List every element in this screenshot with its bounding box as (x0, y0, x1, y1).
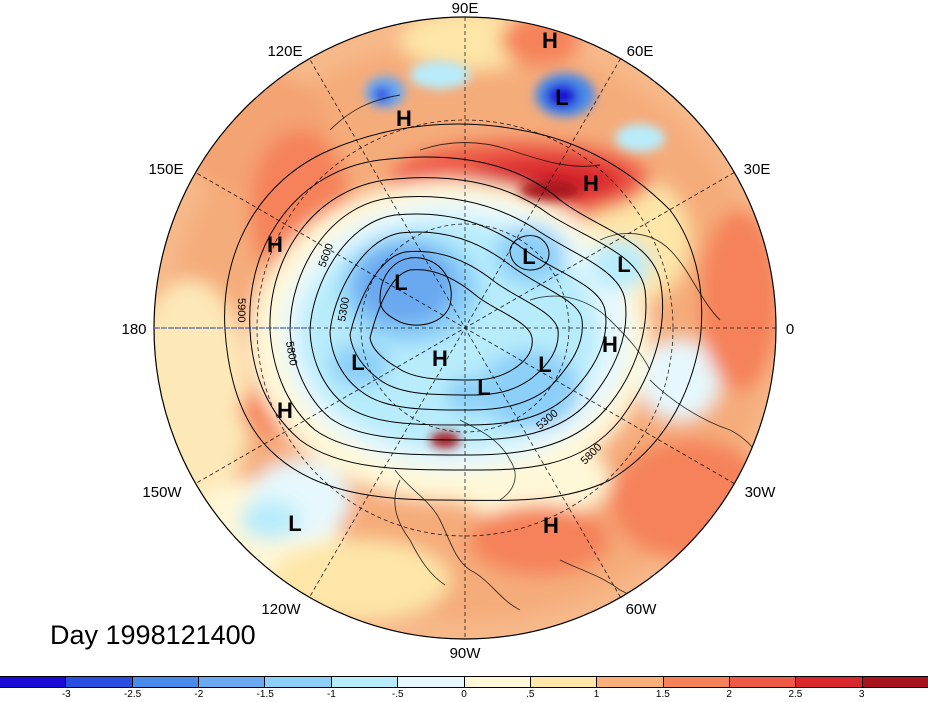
longitude-labels: 90E 60E 30E 0 30W 60W 90W 120W 150W 180 … (121, 0, 794, 662)
pressure-center-high: H (432, 346, 448, 371)
colorbar-tick-label: -3 (61, 689, 71, 700)
colorbar-segment (530, 677, 598, 687)
colorbar-tick-label: -1 (326, 689, 336, 700)
anomaly-field (154, 17, 776, 639)
pressure-center-low: L (351, 350, 364, 375)
colorbar-segment (862, 677, 928, 687)
colorbar-tick-label: 2.5 (788, 689, 803, 700)
colorbar-tick-label: -2 (194, 689, 204, 700)
colorbar-segment (464, 677, 531, 687)
colorbar-tick-labels: -3 -2.5 -2 -1.5 -1 -.5 0 .5 1 1.5 2 2.5 3 (0, 689, 928, 702)
colorbar-tick-label: 3 (858, 689, 865, 700)
pressure-center-high: H (602, 332, 618, 357)
pressure-center-high: H (542, 28, 558, 53)
colorbar-segment (597, 677, 664, 687)
colorbar-tick-label: 2 (726, 689, 732, 700)
lon-label-30w: 30W (745, 484, 777, 501)
colorbar-segment (796, 677, 863, 687)
colorbar-tick-label: -.5 (391, 689, 404, 700)
pressure-center-high: H (396, 106, 412, 131)
pressure-center-low: L (617, 252, 630, 277)
height-contours (224, 123, 703, 501)
lon-label-120e: 120E (267, 43, 302, 60)
colorbar-segment (265, 677, 332, 687)
lon-label-30e: 30E (744, 161, 771, 178)
graticule (154, 17, 776, 639)
colorbar-segment (0, 677, 67, 687)
lon-label-150w: 150W (142, 484, 182, 501)
pressure-centers: H L H H H L L L L H L H L L H H (267, 28, 631, 538)
lon-label-90w: 90W (450, 645, 482, 662)
colorbar-tick-label: 1.5 (655, 689, 670, 700)
pressure-center-low: L (522, 244, 535, 269)
lon-label-150e: 150E (148, 161, 183, 178)
colorbar-tick-label: 1 (593, 689, 600, 700)
colorbar-segment (66, 677, 133, 687)
colorbar-segment (199, 677, 266, 687)
coastlines (329, 94, 771, 613)
contour-label: 5900 (235, 298, 247, 322)
pressure-center-low: L (477, 375, 490, 400)
colorbar-segment (398, 677, 465, 687)
colorbar-segment (331, 677, 399, 687)
colorbar (0, 676, 928, 688)
colorbar-tick-label: -1.5 (256, 689, 274, 700)
pressure-center-high: H (543, 513, 559, 538)
colorbar-tick-label: 0 (461, 689, 467, 700)
lon-label-60e: 60E (627, 43, 654, 60)
date-label: Day 1998121400 (50, 620, 256, 650)
contour-label: 5300 (336, 296, 352, 322)
lon-label-60w: 60W (626, 601, 658, 618)
pressure-center-low: L (394, 270, 407, 295)
colorbar-tick-label: -2.5 (123, 689, 142, 700)
lon-label-0: 0 (786, 321, 794, 338)
pressure-center-low: L (538, 352, 551, 377)
lon-label-90e: 90E (452, 0, 479, 17)
pressure-center-high: H (583, 171, 599, 196)
pressure-center-high: H (267, 232, 283, 257)
pressure-center-low: L (288, 511, 301, 536)
colorbar-segment (132, 677, 200, 687)
colorbar-tick-label: .5 (526, 689, 535, 700)
colorbar-segment (729, 677, 797, 687)
pressure-center-high: H (277, 398, 293, 423)
pressure-center-low: L (555, 85, 568, 110)
colorbar-segment (663, 677, 730, 687)
contour-label: 5800 (283, 340, 299, 366)
lon-label-180: 180 (121, 321, 146, 338)
lon-label-120w: 120W (261, 601, 301, 618)
